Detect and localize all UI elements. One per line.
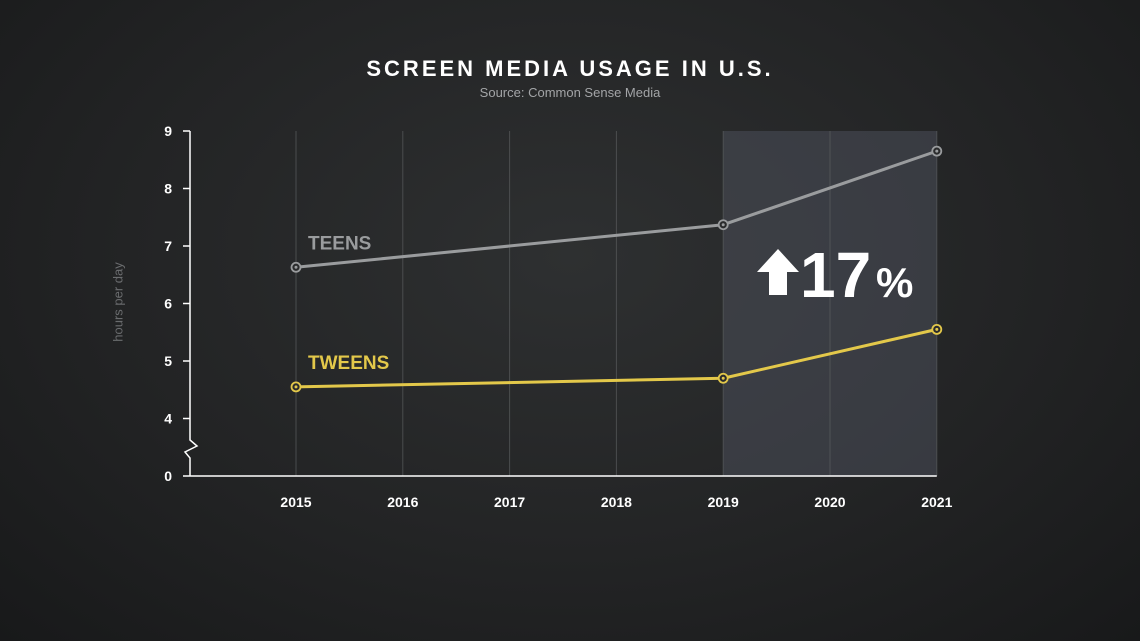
axes — [183, 131, 937, 477]
x-tick-label-2015: 2015 — [280, 494, 311, 510]
y-tick-label-8: 8 — [164, 181, 172, 197]
up-arrow-icon — [757, 249, 799, 295]
x-tick-label-2021: 2021 — [921, 494, 952, 510]
change-value: 17 — [800, 239, 871, 311]
x-tick-label-2018: 2018 — [601, 494, 632, 510]
y-tick-label-9: 9 — [164, 123, 172, 139]
y-axis-line-with-break — [183, 131, 199, 476]
teens-label: TEENS — [308, 233, 371, 254]
teens-point-center-2021 — [935, 149, 939, 153]
y-tick-label-5: 5 — [164, 353, 172, 369]
teens-point-center-2019 — [721, 223, 725, 227]
tweens-label: TWEENS — [308, 353, 389, 374]
change-unit: % — [876, 259, 913, 306]
x-ticks: 2015 2016 2017 2018 2019 2020 2021 — [280, 494, 952, 510]
y-tick-label-7: 7 — [164, 238, 172, 254]
x-tick-label-2016: 2016 — [387, 494, 418, 510]
teens-point-center-2015 — [294, 265, 298, 269]
series-labels: TEENS TWEENS — [308, 233, 389, 374]
y-tick-label-4: 4 — [164, 411, 172, 427]
grid-lines — [295, 131, 938, 476]
tweens-point-center-2019 — [721, 376, 725, 380]
x-tick-label-2017: 2017 — [494, 494, 525, 510]
chart-subtitle: Source: Common Sense Media — [479, 85, 661, 100]
tweens-point-center-2015 — [294, 385, 298, 389]
x-tick-label-2020: 2020 — [814, 494, 845, 510]
chart-title: SCREEN MEDIA USAGE IN U.S. — [366, 56, 774, 81]
change-indicator: 17 % — [757, 239, 913, 311]
y-tick-label-6: 6 — [164, 296, 172, 312]
x-tick-label-2019: 2019 — [708, 494, 739, 510]
tweens-point-center-2021 — [935, 327, 939, 331]
y-tick-label-0: 0 — [164, 468, 172, 484]
series-points — [290, 145, 943, 393]
y-ticks: 0 4 5 6 7 8 9 — [164, 123, 190, 484]
